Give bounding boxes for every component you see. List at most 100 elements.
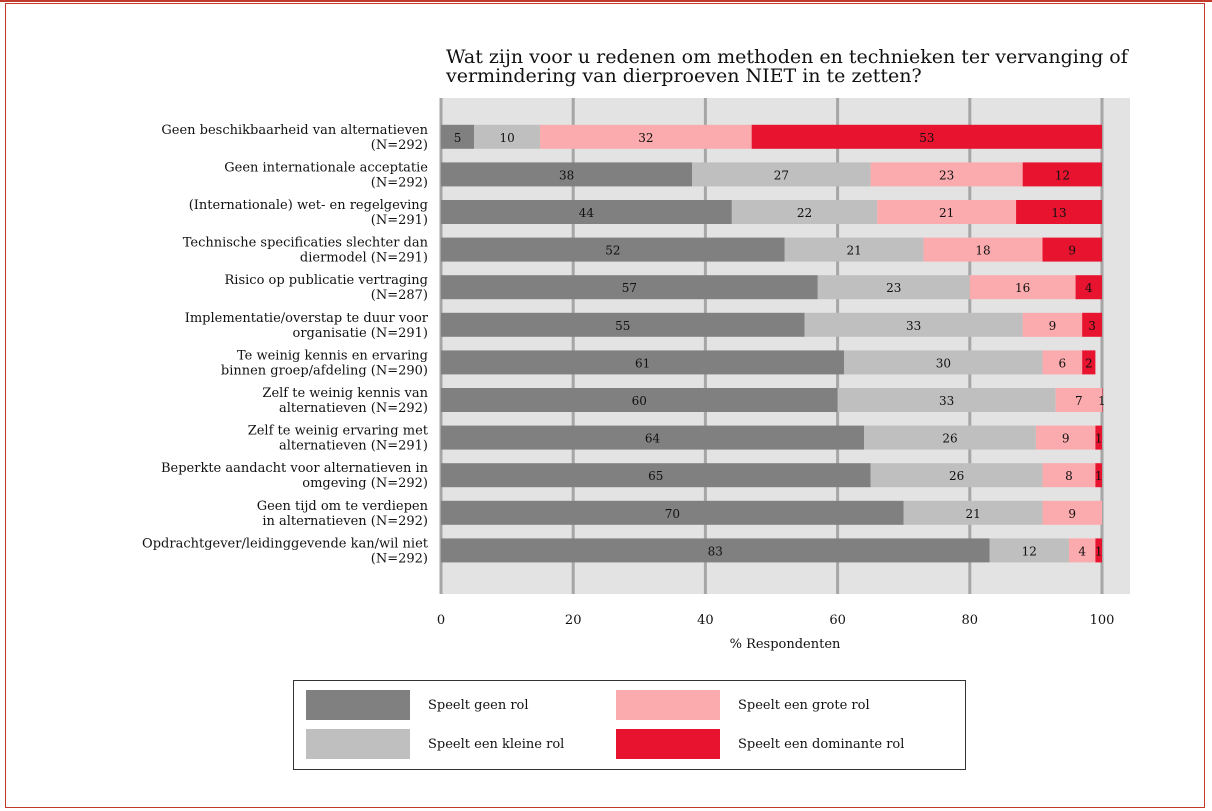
top-border-line — [0, 0, 1212, 2]
data-label: 61 — [635, 356, 650, 370]
data-label: 13 — [1051, 206, 1066, 220]
data-label: 2 — [1085, 356, 1093, 370]
category-label: alternatieven (N=291) — [279, 439, 428, 454]
bar-segment — [837, 388, 1056, 412]
bar-segment — [731, 200, 878, 224]
data-label: 44 — [579, 206, 595, 220]
legend-swatch-kleine — [306, 729, 410, 759]
bar-segment — [441, 200, 732, 224]
category-label: (N=291) — [371, 213, 428, 228]
data-label: 23 — [886, 281, 901, 295]
bar-segment — [969, 275, 1076, 300]
bar-segment — [1095, 538, 1102, 563]
stacked-bar-chart: 0 20 40 60 80 100 Geen beschikbaarheid van alt… — [142, 98, 1130, 628]
bar-segment — [441, 162, 693, 187]
data-label: 18 — [975, 244, 990, 258]
category-label: (N=287) — [371, 288, 428, 303]
x-tick-label: 60 — [829, 613, 846, 628]
x-axis-label: % Respondenten — [729, 637, 841, 652]
chart-title-line-1: Wat zijn voor u redenen om methoden en t… — [446, 46, 1128, 68]
x-tick-label: 20 — [565, 613, 582, 628]
bar-segment — [1068, 538, 1096, 563]
data-label: 1 — [1095, 544, 1103, 558]
bar-segment — [1022, 312, 1083, 337]
bar-segment — [923, 237, 1043, 262]
data-label: 23 — [939, 168, 954, 182]
bar-segment — [870, 463, 1043, 488]
x-tick-label: 0 — [437, 613, 445, 628]
data-label: 16 — [1015, 281, 1030, 295]
data-label: 55 — [615, 319, 630, 333]
data-label: 33 — [906, 319, 921, 333]
legend-item-grote: Speelt een grote rol — [616, 690, 870, 720]
data-label: 30 — [936, 356, 951, 370]
bar-segment — [903, 500, 1043, 525]
category-label: Geen tijd om te verdiepen — [257, 499, 429, 514]
data-label: 57 — [622, 281, 637, 295]
bar-segment — [1042, 463, 1096, 488]
legend-item-dominante: Speelt een dominante rol — [616, 729, 904, 759]
bar-segment — [441, 500, 904, 525]
category-label: alternatieven (N=292) — [279, 401, 428, 416]
data-label: 64 — [645, 432, 661, 446]
data-label: 26 — [949, 469, 964, 483]
category-label: (N=292) — [371, 138, 428, 153]
bar-segment — [844, 350, 1043, 375]
bar-segment — [989, 538, 1069, 563]
x-tick-label: 40 — [697, 613, 714, 628]
data-label: 21 — [965, 507, 980, 521]
legend-item-geen: Speelt geen rol — [306, 690, 529, 720]
bar-segment — [441, 237, 785, 262]
bar-segment — [784, 237, 924, 262]
bar-segment — [441, 124, 475, 149]
bar-segment — [441, 312, 805, 337]
data-label: 21 — [846, 244, 861, 258]
bar-segment — [540, 124, 752, 149]
legend-label-geen: Speelt geen rol — [428, 697, 529, 713]
data-label: 4 — [1085, 281, 1093, 295]
bar-segment — [870, 162, 1023, 187]
data-label: 9 — [1068, 507, 1076, 521]
category-label: organisatie (N=291) — [293, 326, 429, 341]
data-label: 4 — [1078, 544, 1086, 558]
data-label: 83 — [708, 544, 723, 558]
bar-segment — [1022, 162, 1102, 187]
bar-segment — [1016, 200, 1102, 224]
x-tick-label: 80 — [962, 613, 979, 628]
legend-label-kleine: Speelt een kleine rol — [428, 736, 565, 752]
bar-segment — [441, 350, 845, 375]
data-label: 53 — [919, 131, 934, 145]
data-label: 8 — [1065, 469, 1073, 483]
data-label: 12 — [1022, 544, 1037, 558]
bar-segment — [1042, 500, 1102, 525]
bar-segment — [1095, 425, 1102, 450]
data-label: 1 — [1095, 469, 1103, 483]
legend-item-kleine: Speelt een kleine rol — [306, 729, 564, 759]
category-label: diermodel (N=291) — [300, 251, 428, 266]
category-label: (Internationale) wet- en regelgeving — [189, 198, 428, 213]
bar-segment — [1075, 275, 1102, 300]
data-label: 10 — [499, 131, 514, 145]
bar-segment — [1035, 425, 1096, 450]
bar-segment — [1082, 312, 1102, 337]
bar-segment — [1055, 388, 1102, 412]
data-label: 3 — [1088, 319, 1096, 333]
category-label: omgeving (N=292) — [302, 476, 428, 491]
bar-segment — [441, 275, 818, 300]
bar-segment — [692, 162, 871, 187]
data-label: 52 — [605, 244, 620, 258]
category-label: Te weinig kennis en ervaring — [237, 348, 428, 363]
data-label: 60 — [632, 394, 647, 408]
data-label: 27 — [774, 168, 789, 182]
bar-segment — [877, 200, 1017, 224]
data-label: 70 — [665, 507, 680, 521]
legend: Speelt geen rol Speelt een kleine rol Sp… — [293, 680, 966, 770]
legend-swatch-dominante — [616, 729, 720, 759]
chart-title-line-2: vermindering van dierproeven NIET in te … — [446, 65, 922, 87]
data-label: 7 — [1075, 394, 1083, 408]
bar-segment — [817, 275, 970, 300]
figure-frame — [5, 3, 1205, 808]
data-label: 12 — [1055, 168, 1070, 182]
data-label: 32 — [638, 131, 653, 145]
bar-segment — [1082, 350, 1096, 375]
